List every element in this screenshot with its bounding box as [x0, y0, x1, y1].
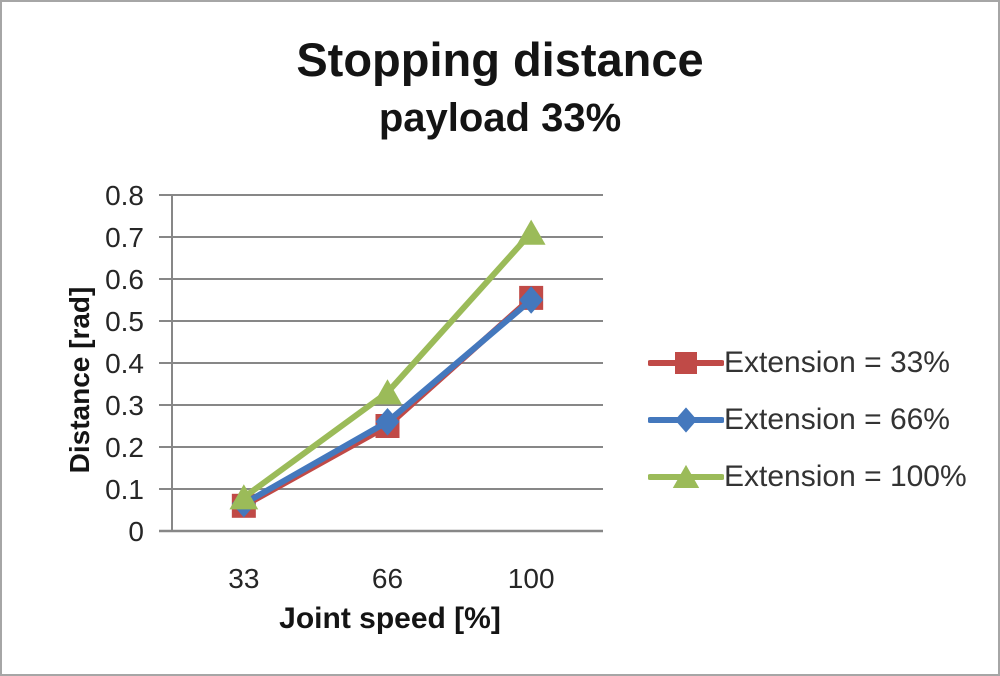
legend-entry-extension-66: Extension = 66%	[648, 391, 967, 448]
data-point-triangle	[516, 219, 546, 245]
x-tick-label: 33	[228, 563, 259, 594]
legend-label: Extension = 33%	[724, 345, 950, 379]
legend-entry-extension-100: Extension = 100%	[648, 448, 967, 505]
y-axis-title: Distance [rad]	[64, 286, 95, 474]
data-point-diamond	[519, 286, 544, 314]
y-tick-label: 0.1	[105, 474, 144, 505]
legend-marker-shape	[672, 464, 700, 488]
data-point-triangle	[373, 379, 402, 405]
x-tick-label: 66	[372, 563, 403, 594]
chart-subtitle: payload 33%	[378, 96, 622, 140]
chart-title: Stopping distance	[296, 33, 704, 86]
series-line-triangle	[240, 229, 535, 501]
y-tick-label: 0	[128, 516, 144, 547]
y-tick-label: 0.3	[105, 390, 144, 421]
x-axis-title: Joint speed [%]	[279, 602, 501, 635]
legend-label: Extension = 66%	[724, 402, 950, 436]
y-tick-label: 0.4	[105, 348, 144, 379]
data-point-diamond	[375, 408, 400, 436]
y-tick-label: 0.5	[105, 306, 144, 337]
legend-marker-shape	[675, 351, 697, 374]
legend-marker-triangle-icon	[648, 464, 724, 488]
data-point-triangle	[229, 484, 259, 510]
y-tick-label: 0.7	[105, 222, 144, 253]
y-tick-label: 0.2	[105, 432, 144, 463]
legend-label: Extension = 100%	[724, 459, 967, 493]
x-tick-label: 100	[508, 563, 555, 594]
legend-entry-extension-33: Extension = 33%	[648, 334, 967, 391]
y-tick-label: 0.8	[105, 180, 144, 211]
legend: Extension = 33% Extension = 66% Extensio…	[648, 334, 967, 505]
legend-marker-diamond-icon	[648, 406, 724, 433]
legend-marker-shape	[675, 406, 697, 433]
legend-marker-square-icon	[648, 351, 724, 374]
y-tick-label: 0.6	[105, 264, 144, 295]
